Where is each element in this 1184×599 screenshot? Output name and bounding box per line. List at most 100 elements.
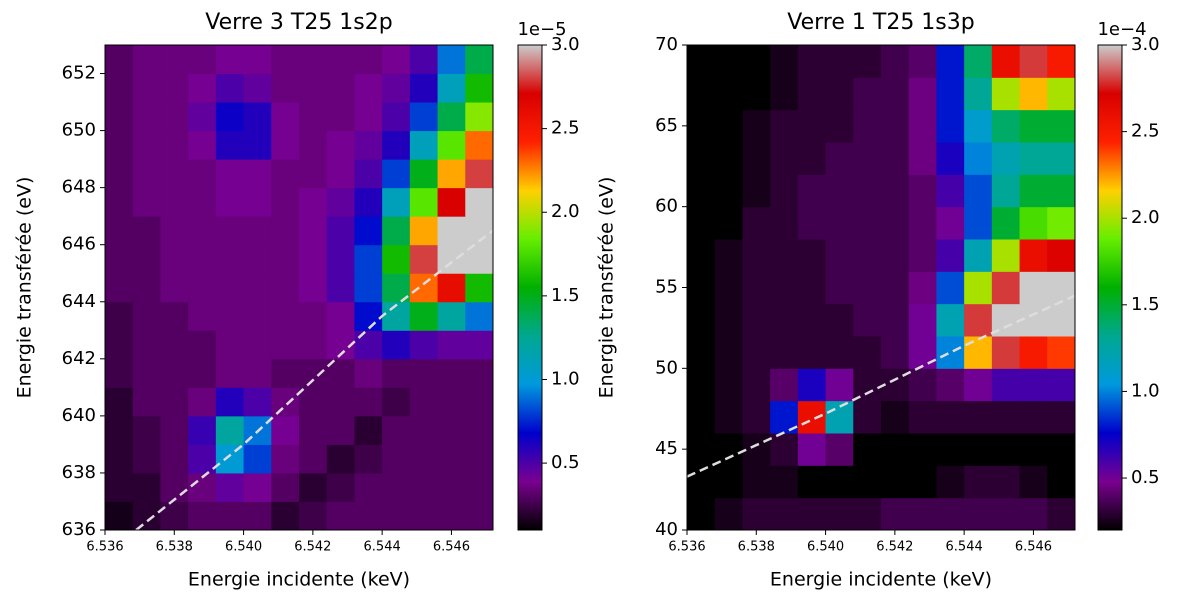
heatmap-cell [215, 273, 245, 303]
heatmap-cell [964, 45, 993, 78]
heatmap-cell [188, 244, 217, 274]
heatmap-cell [271, 187, 300, 217]
heatmap-cell [881, 77, 910, 111]
heatmap-cell [271, 330, 300, 360]
heatmap-cell [215, 102, 245, 132]
heatmap-cell [243, 73, 272, 103]
heatmap-cell [797, 239, 827, 272]
heatmap-cell [714, 465, 743, 499]
heatmap-cell [853, 368, 882, 402]
heatmap-cell [354, 330, 383, 360]
heatmap-cell [1047, 239, 1075, 272]
heatmap-cell [908, 368, 937, 402]
heatmap-cell [188, 130, 217, 160]
heatmap-cell [714, 45, 743, 78]
heatmap-cell [326, 501, 355, 530]
heatmap-cell [687, 433, 716, 466]
heatmap-cell [714, 109, 743, 143]
heatmap-cell [188, 102, 217, 132]
heatmap-cell [714, 400, 743, 434]
heatmap-cell [354, 501, 383, 530]
heatmap-cell [409, 387, 439, 417]
heatmap-cell [1047, 465, 1075, 499]
heatmap-cell [797, 497, 827, 530]
heatmap-cell [825, 77, 854, 111]
heatmap-cell [160, 130, 189, 160]
heatmap-cell [714, 303, 743, 337]
heatmap-cell [714, 271, 743, 305]
heatmap-cell [797, 336, 827, 369]
heatmap-cell [409, 216, 439, 246]
y-tick-label: 636 [62, 519, 96, 540]
y-tick-label: 648 [62, 177, 96, 198]
heatmap-cell [964, 174, 993, 208]
heatmap-cell [936, 142, 965, 175]
heatmap-cell [797, 303, 827, 337]
colorbar-offset: 1e−5 [517, 19, 566, 40]
heatmap-cell [160, 45, 189, 75]
heatmap-cell [1019, 109, 1048, 143]
heatmap-cell [1019, 400, 1048, 434]
heatmap-cell [382, 102, 411, 132]
heatmap-cell [1019, 77, 1048, 111]
heatmap-cell [437, 301, 466, 331]
heatmap-cell [465, 159, 493, 189]
heatmap-cell [881, 271, 910, 305]
heatmap-cell [132, 244, 161, 274]
heatmap-cell [908, 206, 937, 240]
heatmap-cell [243, 273, 272, 303]
heatmap-cell [382, 73, 411, 103]
heatmap-cell [215, 187, 245, 217]
heatmap-cell [742, 45, 771, 78]
heatmap-cell [991, 239, 1021, 272]
heatmap-cell [465, 301, 493, 331]
heatmap-cell [354, 415, 383, 445]
colorbar-tick-label: 2.0 [551, 201, 580, 222]
heatmap-cell [299, 130, 328, 160]
heatmap-cell [742, 336, 771, 369]
y-tick-label: 70 [655, 34, 678, 55]
heatmap-cell [437, 244, 466, 274]
heatmap-cell [908, 45, 937, 78]
cells [687, 45, 1075, 530]
heatmap-cell [105, 415, 134, 445]
heatmap-cell [770, 109, 799, 143]
heatmap-cell [797, 142, 827, 175]
heatmap-cell [132, 330, 161, 360]
heatmap-cell [1047, 142, 1075, 175]
heatmap-cell [1019, 142, 1048, 175]
x-tick-label: 6.540 [225, 540, 262, 555]
heatmap-cell [299, 102, 328, 132]
x-tick-label: 6.536 [86, 540, 123, 555]
heatmap-cell [382, 387, 411, 417]
heatmap-cell [465, 444, 493, 474]
heatmap-cell [437, 330, 466, 360]
chart-title: Verre 3 T25 1s2p [205, 10, 392, 35]
heatmap-cell [881, 303, 910, 337]
heatmap-cell [1047, 497, 1075, 530]
heatmap-cell [160, 330, 189, 360]
heatmap-cell [770, 303, 799, 337]
heatmap-cell [382, 45, 411, 75]
heatmap-cell [215, 45, 245, 75]
heatmap-cell [825, 206, 854, 240]
heatmap-cell [881, 174, 910, 208]
heatmap-cell [354, 216, 383, 246]
heatmap-cell [160, 501, 189, 530]
heatmap-cell [271, 358, 300, 388]
heatmap-cell [354, 102, 383, 132]
heatmap-cell [409, 187, 439, 217]
heatmap-cell [132, 73, 161, 103]
heatmap-cell [797, 368, 827, 402]
heatmap-cell [215, 472, 245, 502]
heatmap-cell [299, 415, 328, 445]
heatmap-cell [299, 273, 328, 303]
heatmap-cell [687, 45, 716, 78]
heatmap-cell [271, 273, 300, 303]
heatmap-cell [936, 497, 965, 530]
heatmap-cell [105, 330, 134, 360]
y-tick-label: 638 [62, 462, 96, 483]
heatmap-cell [991, 77, 1021, 111]
heatmap-cell [742, 271, 771, 305]
